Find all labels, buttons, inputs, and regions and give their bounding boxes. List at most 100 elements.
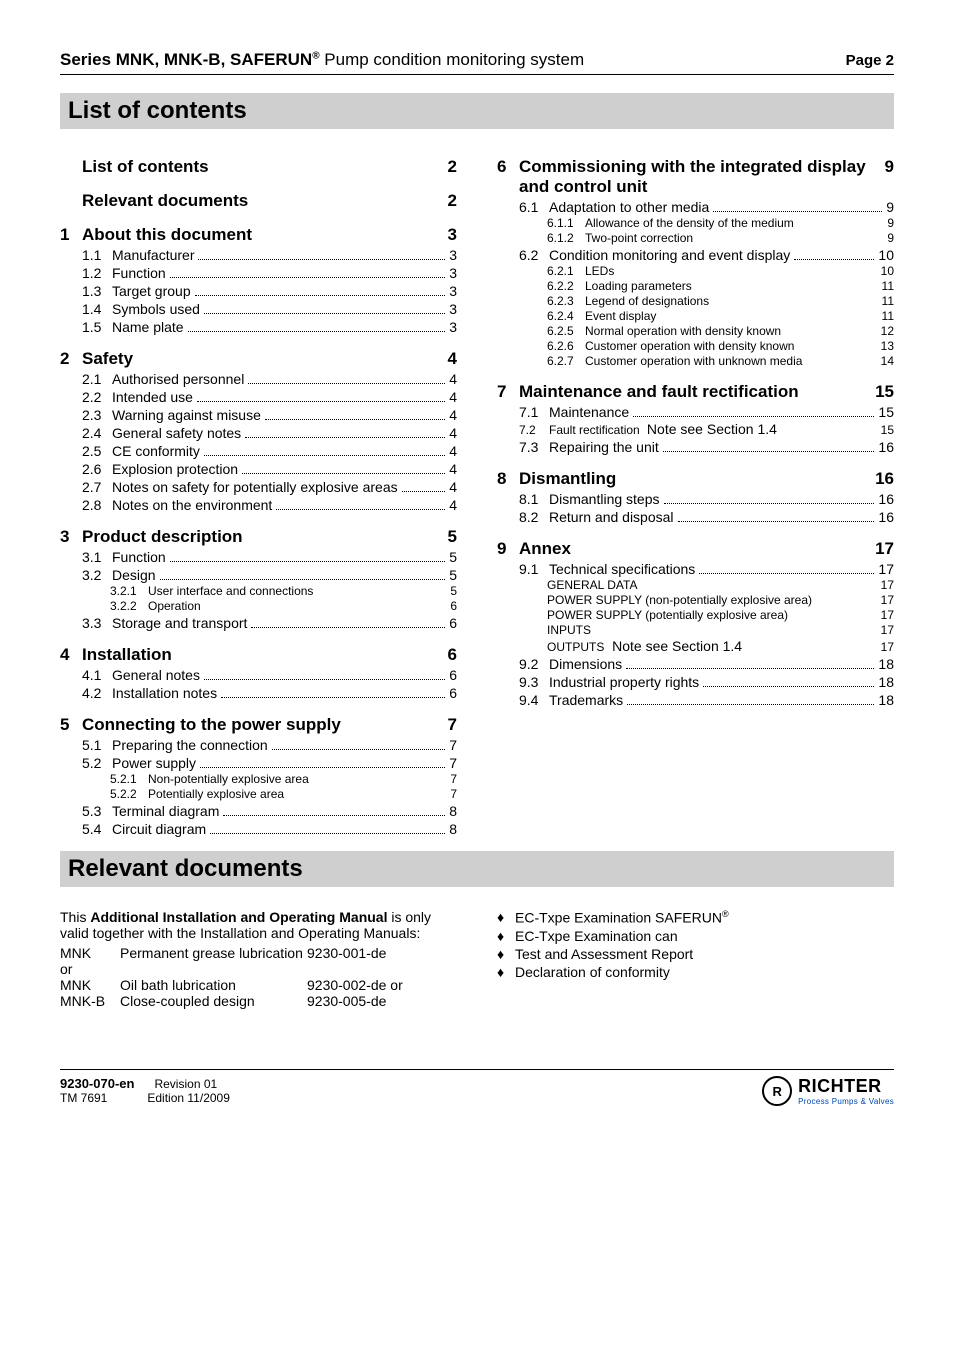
toc-num: 5.2.1 xyxy=(110,772,148,786)
toc-leader xyxy=(160,569,446,580)
toc-label: Manufacturer xyxy=(112,247,194,263)
toc-page: 18 xyxy=(878,692,894,708)
toc-entry: 6.1.2Two-point correction9 xyxy=(497,231,894,245)
toc-entry: 5Connecting to the power supply7 xyxy=(60,715,457,735)
manual-row: MNKOil bath lubrication9230-002-de or xyxy=(60,977,457,993)
toc-page: 3 xyxy=(449,247,457,263)
toc-label: Industrial property rights xyxy=(549,674,699,690)
toc-num: 6.2.2 xyxy=(547,279,585,293)
toc-label: Fault rectification Note see Section 1.4 xyxy=(549,421,777,437)
toc-page: 6 xyxy=(449,685,457,701)
toc-num: 2.8 xyxy=(82,497,112,513)
manual-num xyxy=(307,961,457,977)
toc-num: 4 xyxy=(60,645,82,665)
toc-label: Event display xyxy=(585,309,656,323)
toc-entry: 7.1Maintenance15 xyxy=(497,404,894,420)
toc-entry: 6Commissioning with the integrated displ… xyxy=(497,157,894,197)
toc-page: 18 xyxy=(878,656,894,672)
toc-entry: 5.2Power supply7 xyxy=(60,755,457,771)
toc-num: 2.2 xyxy=(82,389,112,405)
manual-code: or xyxy=(60,961,120,977)
toc-leader xyxy=(204,303,445,314)
toc-label: Adaptation to other media xyxy=(549,199,709,215)
toc-num: 6.1.1 xyxy=(547,216,585,230)
toc-entry: 2.1Authorised personnel4 xyxy=(60,371,457,387)
relevant-intro-bold: Additional Installation and Operating Ma… xyxy=(90,909,387,925)
toc-entry: 3Product description5 xyxy=(60,527,457,547)
toc-entry: 2.3Warning against misuse4 xyxy=(60,407,457,423)
toc-entry: POWER SUPPLY (non-potentially explosive … xyxy=(497,593,894,607)
toc-page: 13 xyxy=(881,339,894,353)
toc-page: 3 xyxy=(449,319,457,335)
toc-num: 6.2.6 xyxy=(547,339,585,353)
footer-doc-num: 9230-070-en xyxy=(60,1076,134,1091)
toc-num: 2.7 xyxy=(82,479,112,495)
manual-num: 9230-002-de or xyxy=(307,977,457,993)
bullet-icon: ♦ xyxy=(497,946,515,962)
toc-label: LEDs xyxy=(585,264,614,278)
toc-entry: 4.1General notes6 xyxy=(60,667,457,683)
toc-leader xyxy=(699,563,874,574)
toc-entry: 6.2Condition monitoring and event displa… xyxy=(497,247,894,263)
toc-entry: 5.1Preparing the connection7 xyxy=(60,737,457,753)
toc-page: 4 xyxy=(449,443,457,459)
toc-entry: Relevant documents 2 xyxy=(60,191,457,211)
toc-label: General notes xyxy=(112,667,200,683)
toc-label: Notes on safety for potentially explosiv… xyxy=(112,479,398,495)
toc-num: 6.2.7 xyxy=(547,354,585,368)
toc-leader xyxy=(245,427,445,438)
toc-leader xyxy=(703,676,874,687)
toc-page: 5 xyxy=(450,584,457,598)
toc-columns: List of contents2Relevant documents21Abo… xyxy=(60,143,894,837)
toc-entry: 9.4Trademarks18 xyxy=(497,692,894,708)
toc-label: Customer operation with density known xyxy=(585,339,794,353)
toc-num: 6.2 xyxy=(519,247,549,263)
bullet-text: Declaration of conformity xyxy=(515,964,670,980)
toc-entry: 3.3Storage and transport6 xyxy=(60,615,457,631)
toc-page: 15 xyxy=(878,404,894,420)
toc-num: 4.1 xyxy=(82,667,112,683)
toc-entry: 6.2.3Legend of designations11 xyxy=(497,294,894,308)
toc-num: 5.3 xyxy=(82,803,112,819)
toc-page: 9 xyxy=(885,157,894,177)
toc-page: 4 xyxy=(449,371,457,387)
toc-num: 1.2 xyxy=(82,265,112,281)
toc-num: 1.3 xyxy=(82,283,112,299)
toc-label: Design xyxy=(112,567,156,583)
toc-label: CE conformity xyxy=(112,443,200,459)
toc-page: 7 xyxy=(449,755,457,771)
toc-page: 4 xyxy=(449,425,457,441)
toc-label: Loading parameters xyxy=(585,279,692,293)
toc-leader xyxy=(626,658,874,669)
toc-page: 17 xyxy=(881,640,894,654)
toc-label: Connecting to the power supply xyxy=(82,715,341,735)
toc-num: 2.4 xyxy=(82,425,112,441)
toc-label: INPUTS xyxy=(547,623,591,637)
toc-label: Relevant documents xyxy=(82,191,248,211)
toc-page: 16 xyxy=(878,509,894,525)
toc-page: 3 xyxy=(449,265,457,281)
bullet-icon: ♦ xyxy=(497,964,515,980)
manual-code: MNK-B xyxy=(60,993,120,1009)
toc-label: Two-point correction xyxy=(585,231,693,245)
toc-entry: 6.1.1Allowance of the density of the med… xyxy=(497,216,894,230)
logo-subtitle: Process Pumps & Valves xyxy=(798,1097,894,1106)
toc-label: Storage and transport xyxy=(112,615,247,631)
toc-num: 6.1.2 xyxy=(547,231,585,245)
footer-logo: R RICHTER Process Pumps & Valves xyxy=(762,1076,894,1106)
toc-num: 3.2 xyxy=(82,567,112,583)
toc-page: 2 xyxy=(448,191,457,211)
toc-entry: 6.2.6Customer operation with density kno… xyxy=(497,339,894,353)
toc-entry: 8.1Dismantling steps16 xyxy=(497,491,894,507)
header-series: Series MNK, MNK-B, xyxy=(60,50,230,69)
footer-revision: Revision 01 xyxy=(154,1077,217,1091)
toc-num: 2.6 xyxy=(82,461,112,477)
toc-num: 1.1 xyxy=(82,247,112,263)
toc-page: 5 xyxy=(449,549,457,565)
toc-leader xyxy=(198,249,445,260)
toc-entry: 1.5Name plate3 xyxy=(60,319,457,335)
toc-entry: 5.2.1Non-potentially explosive area7 xyxy=(60,772,457,786)
toc-label: User interface and connections xyxy=(148,584,313,598)
toc-num: 5.2.2 xyxy=(110,787,148,801)
toc-page: 7 xyxy=(449,737,457,753)
